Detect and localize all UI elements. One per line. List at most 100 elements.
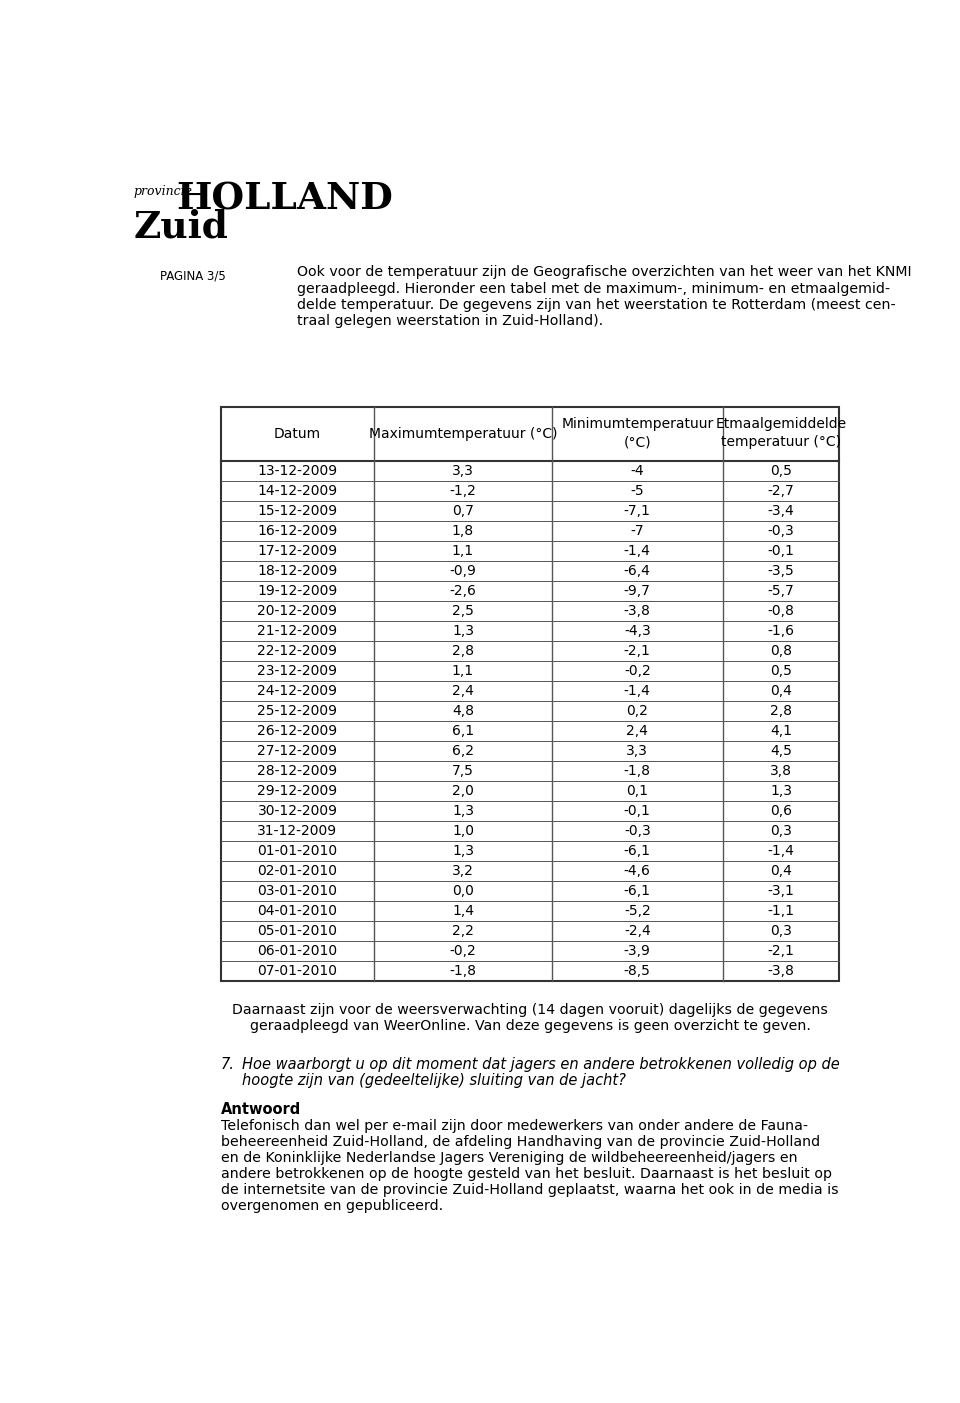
Text: 1,3: 1,3 xyxy=(452,624,474,638)
Text: 0,1: 0,1 xyxy=(626,784,648,798)
Text: -3,5: -3,5 xyxy=(768,564,795,578)
Text: 6,1: 6,1 xyxy=(452,724,474,738)
Text: -6,4: -6,4 xyxy=(624,564,651,578)
Text: delde temperatuur. De gegevens zijn van het weerstation te Rotterdam (meest cen-: delde temperatuur. De gegevens zijn van … xyxy=(297,297,896,311)
Text: 3,8: 3,8 xyxy=(770,765,792,779)
Text: 1,1: 1,1 xyxy=(452,664,474,678)
Text: 2,8: 2,8 xyxy=(770,704,792,718)
Text: 0,8: 0,8 xyxy=(770,644,792,658)
Text: Datum: Datum xyxy=(274,427,321,441)
Text: 03-01-2010: 03-01-2010 xyxy=(257,884,338,898)
Text: geraadpleegd. Hieronder een tabel met de maximum-, minimum- en etmaalgemid-: geraadpleegd. Hieronder een tabel met de… xyxy=(297,282,890,296)
Text: 15-12-2009: 15-12-2009 xyxy=(257,504,338,518)
Text: -3,8: -3,8 xyxy=(768,964,795,978)
Text: 06-01-2010: 06-01-2010 xyxy=(257,944,338,958)
Text: 01-01-2010: 01-01-2010 xyxy=(257,845,338,859)
Text: -0,1: -0,1 xyxy=(768,544,795,558)
Text: 28-12-2009: 28-12-2009 xyxy=(257,765,338,779)
Text: 4,1: 4,1 xyxy=(770,724,792,738)
Text: 22-12-2009: 22-12-2009 xyxy=(257,644,338,658)
Text: -0,3: -0,3 xyxy=(624,825,651,839)
Text: 0,7: 0,7 xyxy=(452,504,474,518)
Text: Ook voor de temperatuur zijn de Geografische overzichten van het weer van het KN: Ook voor de temperatuur zijn de Geografi… xyxy=(297,265,911,279)
Text: 26-12-2009: 26-12-2009 xyxy=(257,724,338,738)
Text: 24-12-2009: 24-12-2009 xyxy=(257,685,338,699)
Text: -3,8: -3,8 xyxy=(624,605,651,619)
Text: 02-01-2010: 02-01-2010 xyxy=(257,864,338,878)
Text: 7,5: 7,5 xyxy=(452,765,474,779)
Text: 2,4: 2,4 xyxy=(626,724,648,738)
Text: 05-01-2010: 05-01-2010 xyxy=(257,925,338,939)
Text: 6,2: 6,2 xyxy=(452,744,474,758)
Text: geraadpleegd van WeerOnline. Van deze gegevens is geen overzicht te geven.: geraadpleegd van WeerOnline. Van deze ge… xyxy=(250,1019,810,1033)
Text: -0,1: -0,1 xyxy=(624,804,651,818)
Text: Telefonisch dan wel per e-mail zijn door medewerkers van onder andere de Fauna-: Telefonisch dan wel per e-mail zijn door… xyxy=(221,1118,808,1132)
Text: -5,7: -5,7 xyxy=(768,584,795,598)
Text: 1,4: 1,4 xyxy=(452,905,474,919)
Text: -3,4: -3,4 xyxy=(768,504,795,518)
Text: en de Koninklijke Nederlandse Jagers Vereniging de wildbeheereenheid/jagers en: en de Koninklijke Nederlandse Jagers Ver… xyxy=(221,1150,798,1164)
Text: -0,2: -0,2 xyxy=(449,944,476,958)
Text: 7.: 7. xyxy=(221,1056,234,1072)
Text: 27-12-2009: 27-12-2009 xyxy=(257,744,338,758)
Text: -1,4: -1,4 xyxy=(768,845,795,859)
Text: PAGINA 3/5: PAGINA 3/5 xyxy=(160,269,226,283)
Text: -0,8: -0,8 xyxy=(768,605,795,619)
Text: 1,3: 1,3 xyxy=(452,845,474,859)
Bar xyxy=(221,407,839,982)
Text: 25-12-2009: 25-12-2009 xyxy=(257,704,338,718)
Text: 31-12-2009: 31-12-2009 xyxy=(257,825,338,839)
Text: 29-12-2009: 29-12-2009 xyxy=(257,784,338,798)
Text: 2,8: 2,8 xyxy=(452,644,474,658)
Text: -9,7: -9,7 xyxy=(624,584,651,598)
Text: -7,1: -7,1 xyxy=(624,504,651,518)
Text: 19-12-2009: 19-12-2009 xyxy=(257,584,338,598)
Text: 20-12-2009: 20-12-2009 xyxy=(257,605,338,619)
Text: -2,4: -2,4 xyxy=(624,925,651,939)
Text: 30-12-2009: 30-12-2009 xyxy=(257,804,338,818)
Text: temperatuur (°C): temperatuur (°C) xyxy=(721,435,841,449)
Text: Etmaalgemiddelde: Etmaalgemiddelde xyxy=(715,417,847,431)
Text: traal gelegen weerstation in Zuid-Holland).: traal gelegen weerstation in Zuid-Hollan… xyxy=(297,314,603,328)
Text: -2,1: -2,1 xyxy=(624,644,651,658)
Text: 0,4: 0,4 xyxy=(770,685,792,699)
Text: overgenomen en gepubliceerd.: overgenomen en gepubliceerd. xyxy=(221,1200,443,1214)
Text: -6,1: -6,1 xyxy=(624,845,651,859)
Text: 04-01-2010: 04-01-2010 xyxy=(257,905,338,919)
Text: -2,7: -2,7 xyxy=(768,484,795,498)
Text: 1,0: 1,0 xyxy=(452,825,474,839)
Text: -1,2: -1,2 xyxy=(449,484,476,498)
Text: 2,0: 2,0 xyxy=(452,784,474,798)
Text: -6,1: -6,1 xyxy=(624,884,651,898)
Text: (°C): (°C) xyxy=(623,435,651,449)
Text: -2,6: -2,6 xyxy=(449,584,476,598)
Text: 1,1: 1,1 xyxy=(452,544,474,558)
Text: -3,1: -3,1 xyxy=(768,884,795,898)
Text: -1,6: -1,6 xyxy=(768,624,795,638)
Text: -4,6: -4,6 xyxy=(624,864,651,878)
Text: -0,9: -0,9 xyxy=(449,564,476,578)
Text: 4,8: 4,8 xyxy=(452,704,474,718)
Text: Hoe waarborgt u op dit moment dat jagers en andere betrokkenen volledig op de: Hoe waarborgt u op dit moment dat jagers… xyxy=(243,1056,840,1072)
Text: beheereenheid Zuid-Holland, de afdeling Handhaving van de provincie Zuid-Holland: beheereenheid Zuid-Holland, de afdeling … xyxy=(221,1135,820,1149)
Text: -4: -4 xyxy=(631,464,644,478)
Text: 13-12-2009: 13-12-2009 xyxy=(257,464,338,478)
Text: 0,6: 0,6 xyxy=(770,804,792,818)
Text: 14-12-2009: 14-12-2009 xyxy=(257,484,338,498)
Text: Minimumtemperatuur: Minimumtemperatuur xyxy=(562,417,713,431)
Text: 3,3: 3,3 xyxy=(452,464,474,478)
Text: Maximumtemperatuur (°C): Maximumtemperatuur (°C) xyxy=(369,427,557,441)
Text: -1,4: -1,4 xyxy=(624,685,651,699)
Text: Antwoord: Antwoord xyxy=(221,1101,301,1117)
Text: -4,3: -4,3 xyxy=(624,624,651,638)
Text: -0,3: -0,3 xyxy=(768,525,795,537)
Text: 0,5: 0,5 xyxy=(770,464,792,478)
Text: -5: -5 xyxy=(631,484,644,498)
Text: 1,3: 1,3 xyxy=(770,784,792,798)
Text: 17-12-2009: 17-12-2009 xyxy=(257,544,338,558)
Text: provincie: provincie xyxy=(134,185,193,198)
Text: -1,8: -1,8 xyxy=(624,765,651,779)
Text: 1,3: 1,3 xyxy=(452,804,474,818)
Text: 23-12-2009: 23-12-2009 xyxy=(257,664,338,678)
Text: 16-12-2009: 16-12-2009 xyxy=(257,525,338,537)
